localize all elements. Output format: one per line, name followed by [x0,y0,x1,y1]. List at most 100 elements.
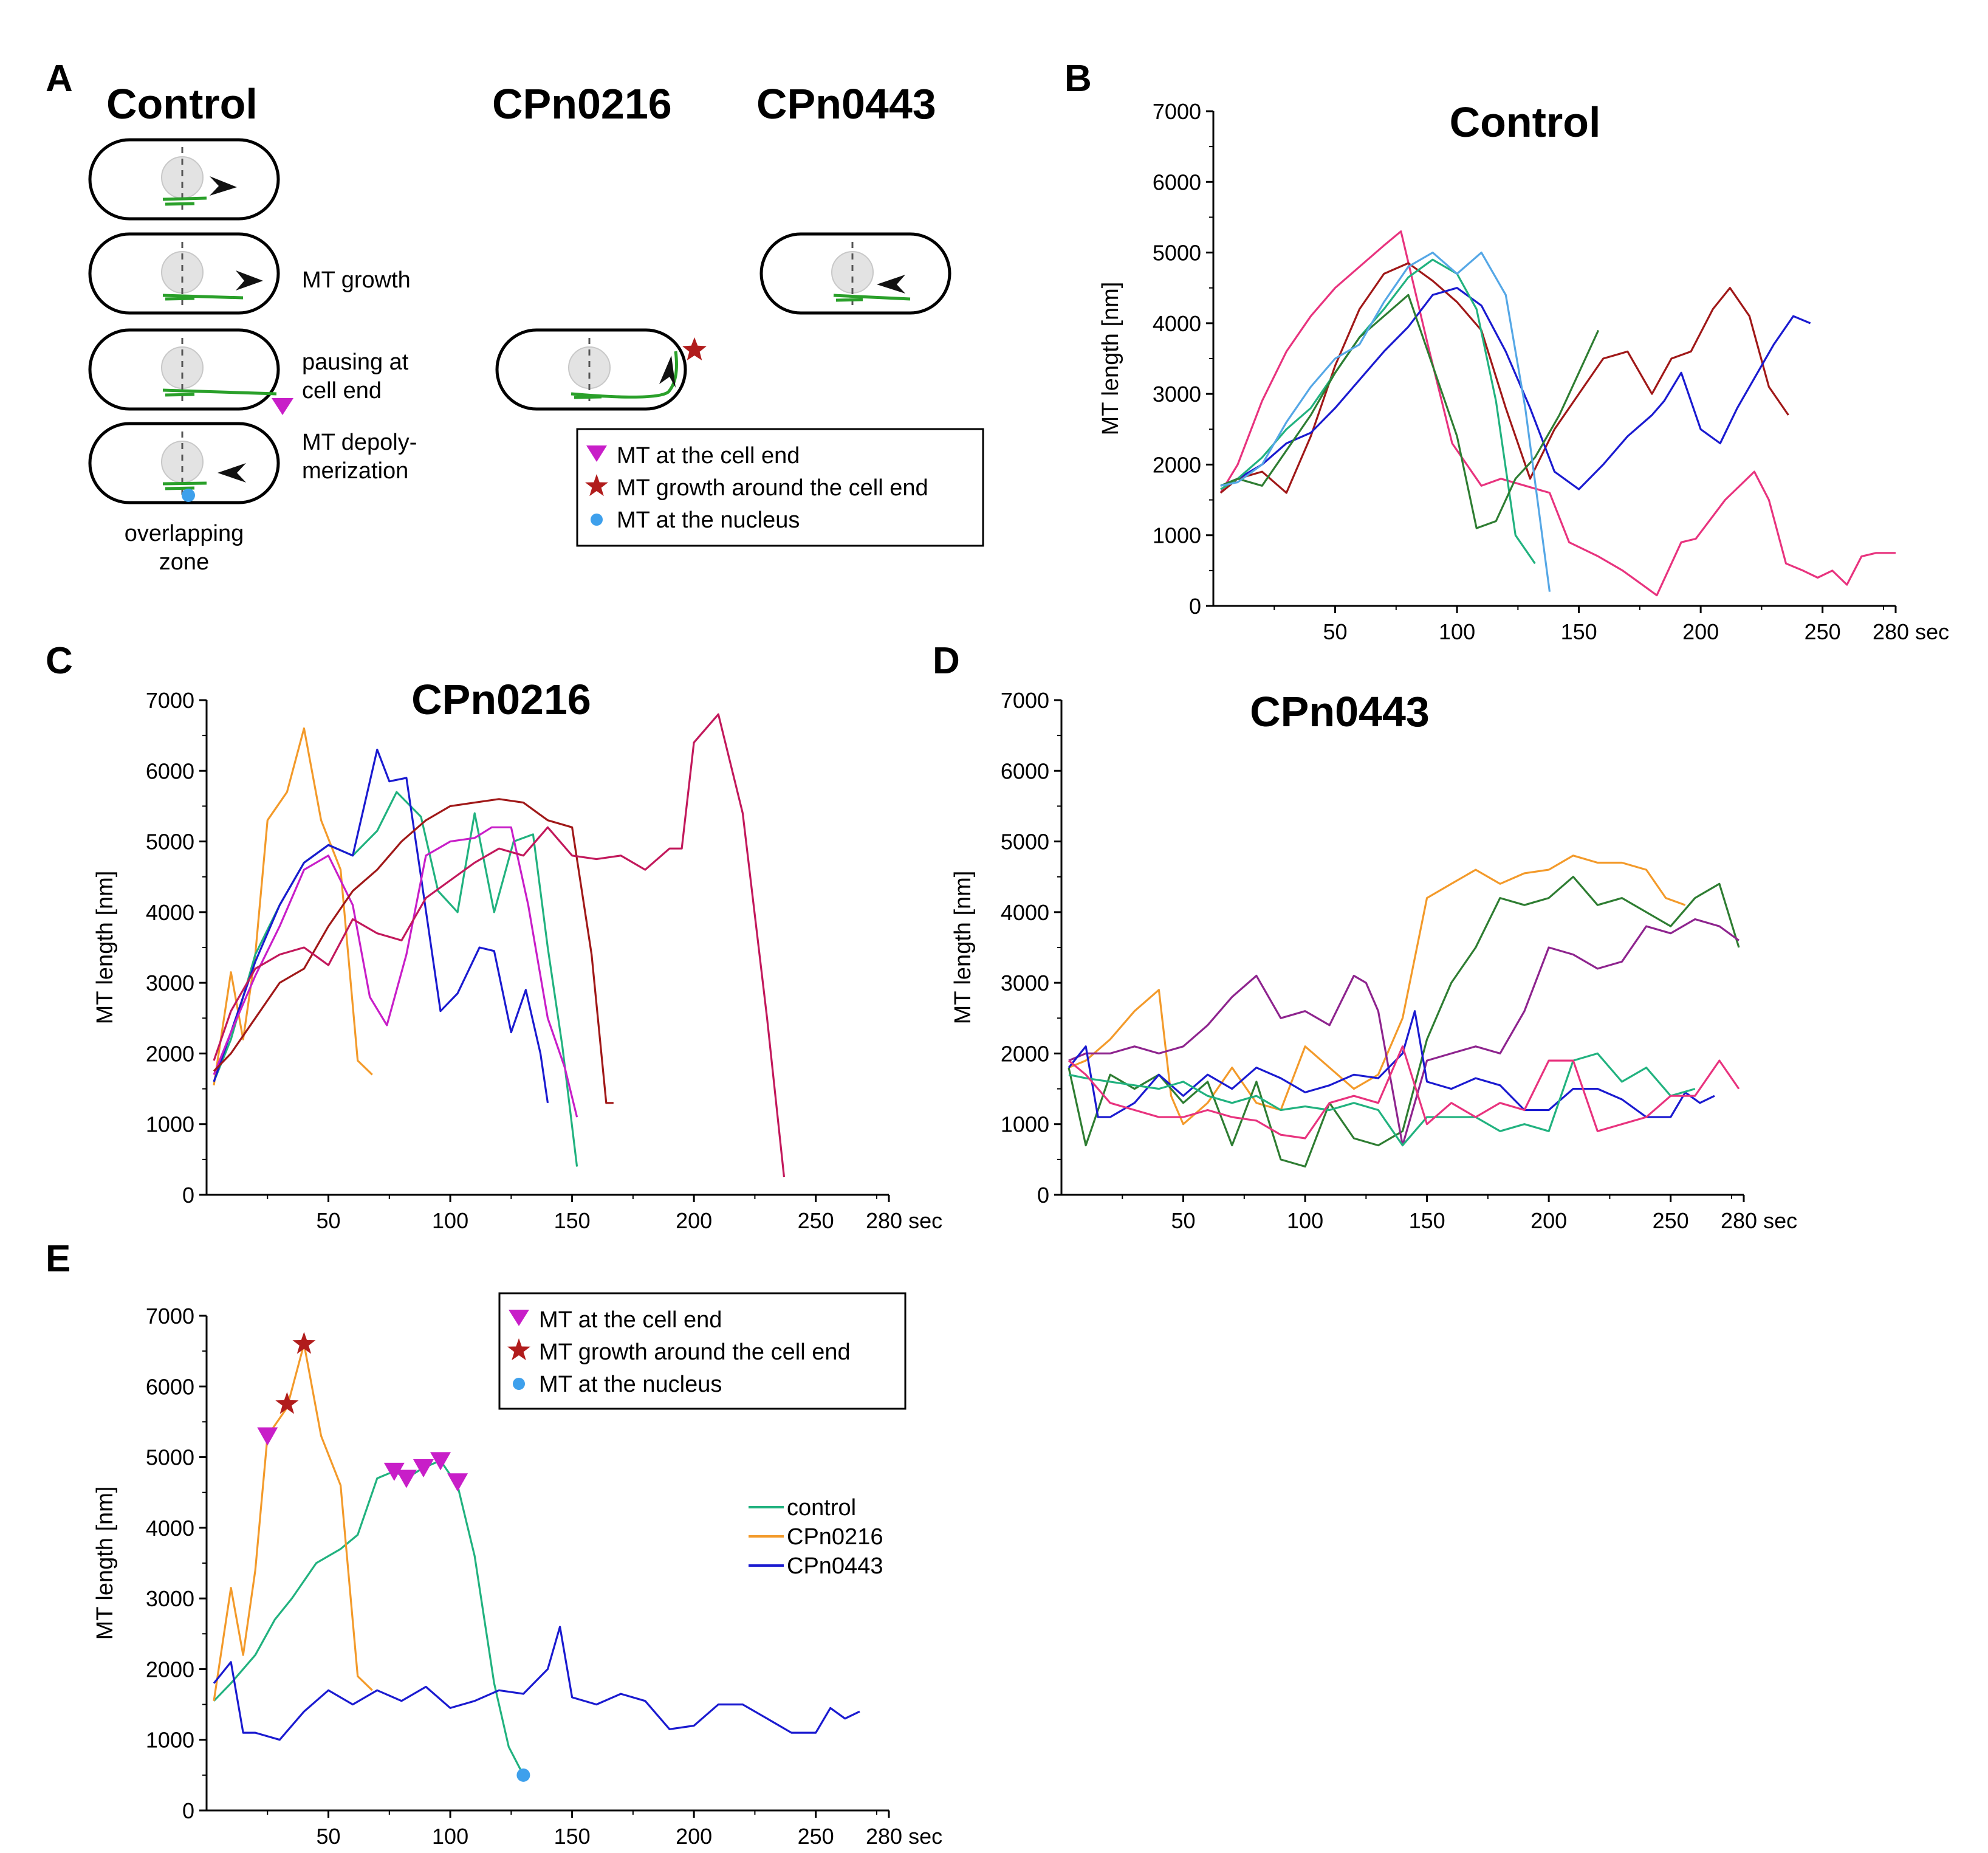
x-tick-label: 150 [554,1208,591,1233]
y-axis-label: MT length [nm] [950,871,976,1025]
caption-pausing-2: cell end [302,378,382,404]
series-line-orange [1068,854,1686,1126]
x-tick-label: 200 [1682,619,1719,644]
legend-cell-end: MT at the cell end [539,1307,722,1333]
x-tick-label: 250 [1805,619,1841,644]
y-tick-label: 0 [182,1798,194,1823]
y-tick-label: 7000 [1001,688,1049,713]
legend-cpn0216: CPn0216 [787,1524,883,1550]
series-line-control [213,1459,524,1776]
x-tick-label: 150 [554,1824,591,1849]
x-tick-label: 100 [1287,1208,1323,1233]
panel-e: E MT at the cell end MT growth around th… [46,1238,942,1849]
nucleus-dot-icon [591,514,603,526]
series-line-teal [1068,1052,1696,1147]
x-tick-label: 150 [1561,619,1597,644]
caption-growth: MT growth [302,267,411,293]
legend-e-markers: MT at the cell end MT growth around the … [498,1292,907,1410]
series-line-orange [213,727,373,1086]
arrowhead-right-icon [210,176,237,196]
x-tick-label: 280 sec [866,1208,942,1233]
legend-nucleus: MT at the nucleus [539,1372,722,1397]
panel-d-letter: D [933,640,960,682]
legend-box [576,428,984,547]
control-cell-2 [88,232,280,315]
panel-c: C CPn0216 0 1000 2000 3000 4000 5000 6000 7000 5… [46,640,942,1233]
y-tick-label: 4000 [1001,900,1049,925]
series-line-purple [1068,918,1740,1147]
y-tick-label: 7000 [1153,99,1201,124]
series-line-blue [1220,287,1811,490]
cell-end-marker [396,1470,417,1488]
growth-around-star-icon [682,337,707,360]
y-tick-label: 4000 [1153,311,1201,336]
legend-growth-around: MT growth around the cell end [617,475,928,501]
control-cell-4 [88,422,280,504]
caption-pausing-1: pausing at [302,349,409,375]
arrowhead-left-icon [877,275,905,294]
legend-box [498,1292,907,1410]
caption-zone-1: overlapping [125,521,244,546]
y-tick-label: 0 [182,1183,194,1208]
cpn0216-cell [495,328,687,411]
x-tick-label: 250 [798,1824,834,1849]
y-tick-label: 6000 [146,1374,194,1399]
cell-end-marker [383,1462,405,1481]
series-line-magenta [213,826,578,1118]
x-tick-label: 200 [676,1824,712,1849]
chart-c-title: CPn0216 [411,676,591,723]
y-tick-label: 6000 [146,758,194,783]
legend-cpn0443: CPn0443 [787,1553,883,1579]
y-axis-label: MT length [nm] [1098,282,1123,436]
series-line-dkgreen [1068,876,1740,1168]
legend-a: MT at the cell end MT growth around the … [576,428,984,547]
y-tick-label: 1000 [146,1728,194,1753]
panel-b: B Control 0 1000 2000 3000 4000 5000 6000 7000 5… [1064,58,1949,644]
y-tick-label: 0 [1037,1183,1049,1208]
series-line-pink [1219,230,1896,597]
y-tick-label: 1000 [1001,1112,1049,1137]
y-tick-label: 4000 [146,1516,194,1541]
cell-end-marker [257,1427,278,1446]
y-tick-label: 5000 [146,830,194,854]
y-tick-label: 2000 [1001,1041,1049,1066]
control-cell-1 [88,138,280,221]
cpn0216-title: CPn0216 [492,80,672,128]
x-tick-label: 50 [1323,619,1348,644]
cell-end-marker [430,1452,451,1471]
caption-zone-2: zone [159,549,209,575]
x-tick-label: 200 [676,1208,712,1233]
series-line-cpn0216 [213,1342,373,1702]
growth-around-marker [275,1392,299,1414]
nucleus-marker [516,1768,530,1782]
y-tick-label: 3000 [1153,382,1201,407]
control-title: Control [106,80,258,128]
microtubule [162,294,244,301]
x-tick-label: 100 [432,1824,468,1849]
y-tick-label: 5000 [1153,241,1201,266]
series-line-teal [1220,258,1536,565]
panel-e-letter: E [46,1238,70,1280]
x-tick-label: 250 [1653,1208,1689,1233]
y-tick-label: 2000 [146,1041,194,1066]
y-axis-label: MT length [nm] [92,1487,118,1640]
cpn0443-cell [759,232,951,315]
x-tick-label: 280 sec [1721,1208,1797,1233]
legend-growth-around: MT growth around the cell end [539,1339,851,1365]
y-axis-label: MT length [nm] [92,871,118,1025]
x-tick-label: 100 [432,1208,468,1233]
y-tick-label: 3000 [146,971,194,995]
panel-c-letter: C [46,640,73,682]
cell-end-triangle-icon [272,398,293,415]
chart-b-title: Control [1450,98,1601,146]
series-line-maroon [213,798,614,1104]
y-tick-label: 4000 [146,900,194,925]
arrowhead-right-icon [236,270,263,290]
y-tick-label: 7000 [146,688,194,713]
legend-e-series: control CPn0216 CPn0443 [749,1495,883,1579]
x-tick-label: 50 [1171,1208,1196,1233]
panel-d: D CPn0443 0 1000 2000 3000 4000 5000 6000 7000 5… [933,640,1797,1233]
y-tick-label: 7000 [146,1304,194,1329]
x-tick-label: 280 sec [866,1824,942,1849]
